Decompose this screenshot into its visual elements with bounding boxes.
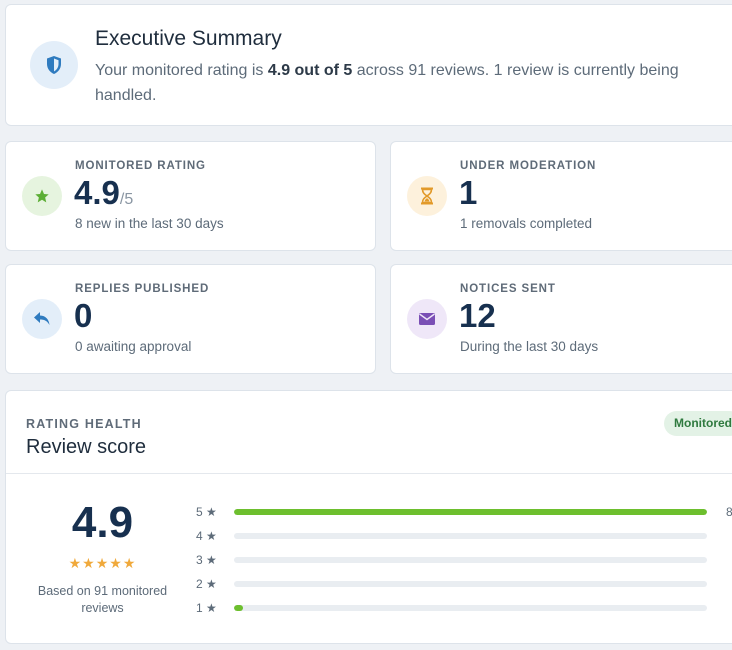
stat-value: 12 — [459, 297, 496, 334]
summary-text: Your monitored rating is 4.9 out of 5 ac… — [95, 62, 679, 104]
distribution-count: 8 — [726, 505, 732, 519]
stat-value: 4.9/5 — [74, 174, 134, 211]
stat-value: 0 — [74, 297, 93, 334]
envelope-icon — [407, 299, 447, 339]
star-rating-icon: ★★★★★ — [68, 555, 137, 571]
star-icon — [22, 176, 62, 216]
distribution-fill — [234, 605, 244, 611]
distribution-label: 2 ★ — [196, 577, 217, 591]
stat-subtext: During the last 30 days — [460, 339, 599, 354]
distribution-label: 5 ★ — [196, 505, 217, 519]
reply-icon — [22, 299, 62, 339]
stat-subtext: 8 new in the last 30 days — [75, 216, 224, 231]
section-label: RATING HEALTH — [26, 417, 142, 431]
executive-summary-card: Executive Summary Your monitored rating … — [5, 4, 732, 126]
under-moderation-card: UNDER MODERATION 1 1 removals completed — [390, 141, 732, 251]
stat-label: UNDER MODERATION — [460, 160, 597, 172]
stat-subtext: 0 awaiting approval — [75, 339, 192, 354]
distribution-track — [234, 533, 707, 539]
summary-rating: 4.9 out of 5 — [267, 62, 353, 79]
monitored-rating-card: MONITORED RATING 4.9/5 8 new in the last… — [5, 141, 376, 251]
review-score: 4.9 — [71, 498, 134, 547]
distribution-label: 1 ★ — [196, 601, 217, 615]
hourglass-icon — [407, 176, 447, 216]
status-badge: Monitored — [664, 411, 732, 436]
stat-label: REPLIES PUBLISHED — [75, 283, 210, 295]
distribution-label: 3 ★ — [196, 553, 217, 567]
distribution-fill — [234, 509, 707, 515]
summary-title: Executive Summary — [95, 27, 282, 50]
distribution-row: 2 ★ — [196, 577, 732, 591]
stat-label: NOTICES SENT — [460, 283, 556, 295]
distribution-row: 4 ★ — [196, 529, 732, 543]
stat-subtext: 1 removals completed — [460, 216, 593, 231]
rating-health-card: RATING HEALTH Review score Monitored 4.9… — [5, 390, 732, 644]
distribution-row: 3 ★ — [196, 553, 732, 567]
distribution-row: 5 ★ 8 — [196, 505, 732, 519]
distribution-track — [234, 581, 707, 587]
distribution-track — [234, 557, 707, 563]
divider — [6, 473, 732, 474]
notices-sent-card: NOTICES SENT 12 During the last 30 days — [390, 264, 732, 374]
shield-icon — [30, 41, 78, 89]
stat-value: 1 — [459, 174, 478, 211]
distribution-track — [234, 509, 707, 515]
distribution-track — [234, 605, 707, 611]
replies-published-card: REPLIES PUBLISHED 0 0 awaiting approval — [5, 264, 376, 374]
distribution-label: 4 ★ — [196, 529, 217, 543]
section-title: Review score — [26, 436, 147, 458]
based-on-text: Based on 91 monitored reviews — [37, 584, 168, 615]
stat-label: MONITORED RATING — [75, 160, 206, 172]
distribution-row: 1 ★ — [196, 601, 732, 615]
